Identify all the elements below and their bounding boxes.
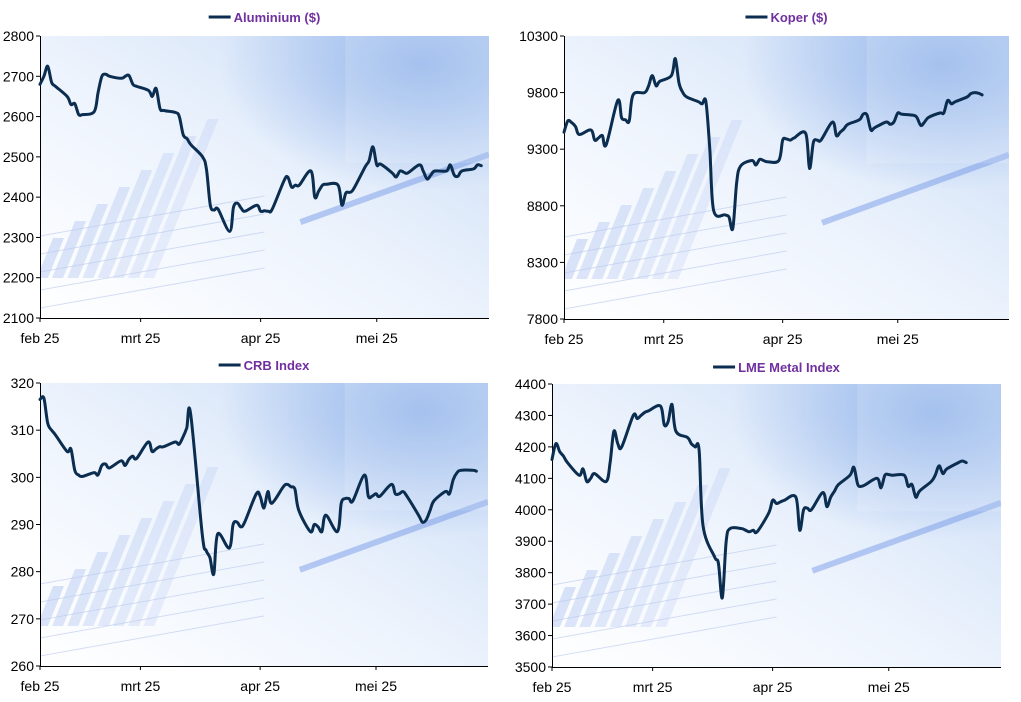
legend-label: LME Metal Index <box>738 360 841 375</box>
x-tick-label: feb 25 <box>21 678 60 694</box>
chart-panel-4: 3500 3600 3700 3800 3900 4000 4100 4200 4300 4400… <box>515 360 1001 695</box>
legend: Koper ($) <box>745 10 828 25</box>
x-tick-label: mei 25 <box>877 331 919 347</box>
y-tick-label: 2200 <box>3 270 34 286</box>
y-tick-label: 7800 <box>527 311 558 327</box>
y-tick-label: 300 <box>11 469 35 485</box>
series-line <box>550 402 968 600</box>
y-tick-label: 3700 <box>515 596 546 612</box>
y-tick-label: 3900 <box>515 533 546 549</box>
y-tick-label: 10300 <box>519 28 558 44</box>
x-tick-label: feb 25 <box>533 679 572 695</box>
series-line <box>38 64 483 233</box>
x-tick-label: feb 25 <box>545 331 584 347</box>
y-tick-label: 310 <box>11 422 35 438</box>
chart-panel-2: 7800 8300 8800 9300 9800 10300 feb 25 mrt 25 apr… <box>519 10 1009 347</box>
legend: LME Metal Index <box>713 360 841 375</box>
y-tick-label: 4100 <box>515 470 546 486</box>
y-tick-label: 4000 <box>515 502 546 518</box>
y-tick-label: 3800 <box>515 565 546 581</box>
y-tick-label: 8300 <box>527 254 558 270</box>
series-line <box>38 395 478 577</box>
x-tick-label: apr 25 <box>241 330 281 346</box>
y-tick-label: 9800 <box>527 85 558 101</box>
y-tick-label: 4400 <box>515 376 546 392</box>
legend: CRB Index <box>218 358 311 373</box>
y-tick-label: 3500 <box>515 659 546 675</box>
legend-label: CRB Index <box>244 358 311 373</box>
series-line <box>562 57 984 232</box>
x-tick-label: feb 25 <box>21 330 60 346</box>
y-tick-label: 260 <box>11 658 35 674</box>
x-tick-label: mrt 25 <box>121 330 161 346</box>
x-tick-label: mei 25 <box>356 330 398 346</box>
legend-label: Aluminium ($) <box>234 10 321 25</box>
y-tick-label: 2500 <box>3 149 34 165</box>
x-tick-label: mei 25 <box>868 679 910 695</box>
background-image <box>552 384 1001 667</box>
y-tick-label: 4300 <box>515 407 546 423</box>
background-image <box>40 36 489 318</box>
y-tick-label: 270 <box>11 611 35 627</box>
y-tick-label: 3600 <box>515 628 546 644</box>
x-tick-label: mrt 25 <box>644 331 684 347</box>
background-image <box>564 36 1009 319</box>
x-tick-label: apr 25 <box>753 679 793 695</box>
chart-panel-1: 2100 2200 2300 2400 2500 2600 2700 2800 feb 25 mr… <box>3 10 489 346</box>
y-tick-label: 2300 <box>3 229 34 245</box>
y-tick-label: 8800 <box>527 198 558 214</box>
chart-panel-3: 260 270 280 290 300 310 320 feb 25 mrt 25 apr 25 m… <box>11 358 488 694</box>
x-tick-label: apr 25 <box>763 331 803 347</box>
y-tick-label: 320 <box>11 375 35 391</box>
x-tick-label: mrt 25 <box>121 678 161 694</box>
x-tick-label: mrt 25 <box>633 679 673 695</box>
x-tick-label: apr 25 <box>240 678 280 694</box>
legend-label: Koper ($) <box>770 10 827 25</box>
y-tick-label: 2400 <box>3 189 34 205</box>
background-image <box>40 383 488 666</box>
y-tick-label: 9300 <box>527 141 558 157</box>
y-tick-label: 2600 <box>3 109 34 125</box>
y-tick-label: 280 <box>11 564 35 580</box>
y-tick-label: 2800 <box>3 28 34 44</box>
y-tick-label: 290 <box>11 517 35 533</box>
x-tick-label: mei 25 <box>355 678 397 694</box>
legend: Aluminium ($) <box>208 10 321 25</box>
y-tick-label: 2700 <box>3 68 34 84</box>
y-tick-label: 2100 <box>3 310 34 326</box>
y-tick-label: 4200 <box>515 439 546 455</box>
